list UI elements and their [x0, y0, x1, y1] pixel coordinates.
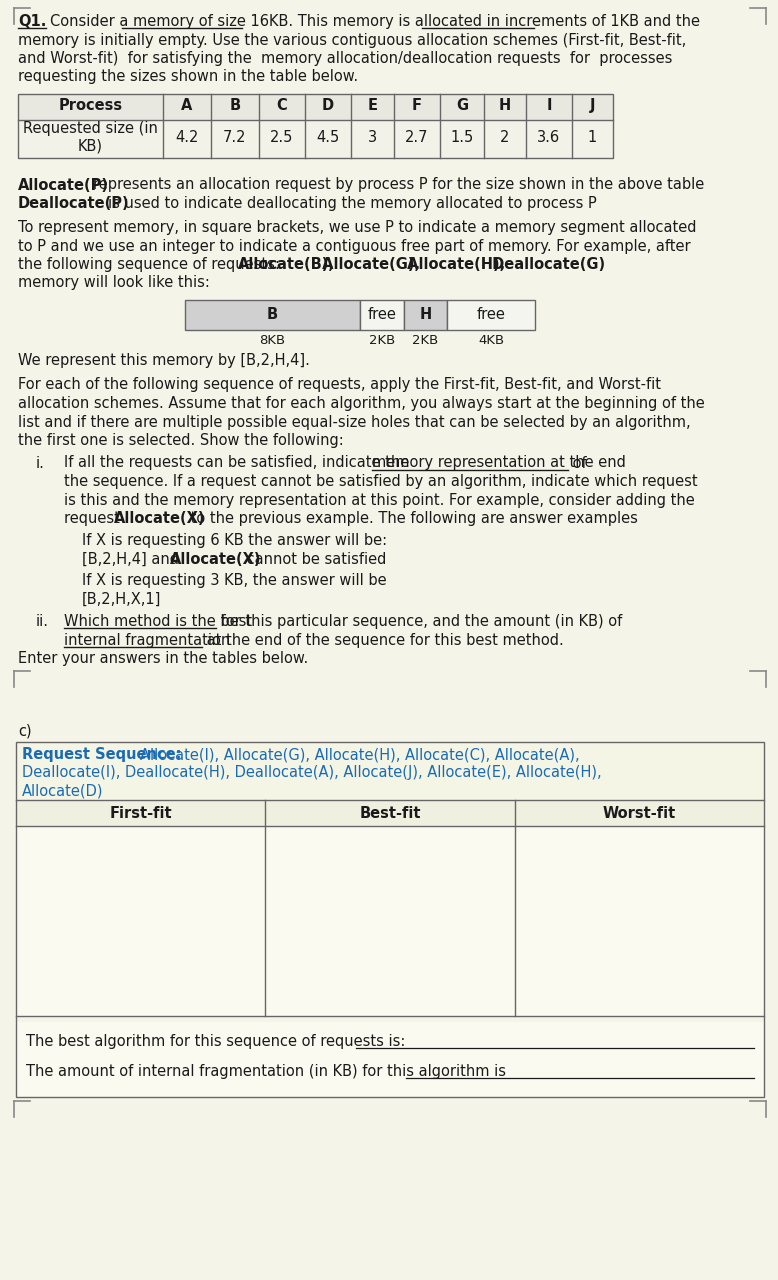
Text: Q1.: Q1.	[18, 14, 47, 29]
Bar	[447, 300, 535, 329]
Text: 3: 3	[368, 131, 377, 145]
Text: is this and the memory representation at this point. For example, consider addin: is this and the memory representation at…	[64, 493, 695, 507]
Text: 8KB: 8KB	[259, 334, 286, 347]
Bar	[16, 800, 764, 826]
Text: Allocate(H),: Allocate(H),	[401, 257, 505, 271]
Text: free: free	[367, 307, 396, 323]
Text: 4.2: 4.2	[175, 131, 198, 145]
Text: We represent this memory by [B,2,H,4].: We represent this memory by [B,2,H,4].	[18, 353, 310, 369]
Text: B: B	[267, 307, 278, 323]
Text: [B,2,H,4] and: [B,2,H,4] and	[82, 552, 184, 567]
Bar	[16, 826, 764, 1016]
Bar	[185, 300, 360, 329]
Text: memory representation at the end: memory representation at the end	[372, 456, 626, 471]
Text: If X is requesting 6 KB the answer will be:: If X is requesting 6 KB the answer will …	[82, 532, 387, 548]
Text: Request Sequence:: Request Sequence:	[22, 748, 187, 762]
Text: the following sequence of requests:: the following sequence of requests:	[18, 257, 285, 271]
Text: [B,2,H,X,1]: [B,2,H,X,1]	[82, 591, 161, 607]
Text: Allocate(X): Allocate(X)	[170, 552, 261, 567]
Text: B: B	[230, 99, 240, 113]
Text: list and if there are multiple possible equal-size holes that can be selected by: list and if there are multiple possible …	[18, 415, 691, 430]
Text: G: G	[456, 99, 468, 113]
Text: First-fit: First-fit	[110, 805, 172, 820]
Text: 2KB: 2KB	[369, 334, 395, 347]
Text: Worst-fit: Worst-fit	[603, 805, 676, 820]
Text: 1: 1	[588, 131, 598, 145]
Text: 2.5: 2.5	[270, 131, 293, 145]
Text: is used to indicate deallocating the memory allocated to process P: is used to indicate deallocating the mem…	[108, 196, 597, 211]
Text: of: of	[568, 456, 587, 471]
Text: Allocate(B),: Allocate(B),	[238, 257, 335, 271]
Text: Allocate(X): Allocate(X)	[114, 511, 205, 526]
Text: allocation schemes. Assume that for each algorithm, you always start at the begi: allocation schemes. Assume that for each…	[18, 396, 705, 411]
Text: the first one is selected. Show the following:: the first one is selected. Show the foll…	[18, 433, 344, 448]
Bar	[360, 300, 404, 329]
Text: Deallocate(G): Deallocate(G)	[487, 257, 605, 271]
Bar	[16, 742, 764, 800]
Text: 4.5: 4.5	[317, 131, 340, 145]
Text: Enter your answers in the tables below.: Enter your answers in the tables below.	[18, 652, 308, 666]
Text: c): c)	[18, 724, 32, 739]
Text: To represent memory, in square brackets, we use P to indicate a memory segment a: To represent memory, in square brackets,…	[18, 220, 696, 236]
Text: at the end of the sequence for this best method.: at the end of the sequence for this best…	[202, 632, 564, 648]
Text: For each of the following sequence of requests, apply the First-fit, Best-fit, a: For each of the following sequence of re…	[18, 378, 661, 393]
Text: H: H	[419, 307, 432, 323]
Text: Process: Process	[58, 99, 123, 113]
Text: the sequence. If a request cannot be satisfied by an algorithm, indicate which r: the sequence. If a request cannot be sat…	[64, 474, 698, 489]
Text: D: D	[322, 99, 334, 113]
Bar	[404, 300, 447, 329]
Text: memory is initially empty. Use the various contiguous allocation schemes (First-: memory is initially empty. Use the vario…	[18, 32, 686, 47]
Text: Allocate(D): Allocate(D)	[22, 783, 103, 799]
Text: 2.7: 2.7	[405, 131, 429, 145]
Text: memory will look like this:: memory will look like this:	[18, 275, 210, 291]
Text: to the previous example. The following are answer examples: to the previous example. The following a…	[186, 511, 638, 526]
Text: If X is requesting 3 KB, the answer will be: If X is requesting 3 KB, the answer will…	[82, 573, 387, 589]
Text: 4KB: 4KB	[478, 334, 504, 347]
Text: The amount of internal fragmentation (in KB) for this algorithm is: The amount of internal fragmentation (in…	[26, 1064, 510, 1079]
Text: Best-fit: Best-fit	[359, 805, 421, 820]
Text: i.: i.	[36, 456, 45, 471]
Text: request: request	[64, 511, 124, 526]
Text: 1.5: 1.5	[450, 131, 474, 145]
Text: E: E	[367, 99, 377, 113]
Bar	[18, 93, 613, 157]
Bar	[18, 119, 613, 157]
Text: requesting the sizes shown in the table below.: requesting the sizes shown in the table …	[18, 69, 358, 84]
Text: Deallocate(I), Deallocate(H), Deallocate(A), Allocate(J), Allocate(E), Allocate(: Deallocate(I), Deallocate(H), Deallocate…	[22, 765, 601, 781]
Text: Requested size (in
KB): Requested size (in KB)	[23, 122, 158, 154]
Text: internal fragmentation: internal fragmentation	[64, 632, 230, 648]
Text: If all the requests can be satisfied, indicate the: If all the requests can be satisfied, in…	[64, 456, 414, 471]
Text: cannot be satisfied: cannot be satisfied	[242, 552, 387, 567]
Bar	[18, 93, 613, 119]
Text: Allocate(I), Allocate(G), Allocate(H), Allocate(C), Allocate(A),: Allocate(I), Allocate(G), Allocate(H), A…	[140, 748, 580, 762]
Text: F: F	[412, 99, 422, 113]
Text: 2: 2	[500, 131, 510, 145]
Text: 3.6: 3.6	[538, 131, 561, 145]
Text: A: A	[181, 99, 193, 113]
Text: H: H	[499, 99, 511, 113]
Bar	[16, 742, 764, 1097]
Text: Deallocate(P): Deallocate(P)	[18, 196, 130, 211]
Text: I: I	[546, 99, 552, 113]
Text: and Worst-fit)  for satisfying the  memory allocation/deallocation requests  for: and Worst-fit) for satisfying the memory…	[18, 51, 672, 67]
Bar	[16, 1021, 764, 1097]
Text: J: J	[590, 99, 595, 113]
Text: to P and we use an integer to indicate a contiguous free part of memory. For exa: to P and we use an integer to indicate a…	[18, 238, 691, 253]
Text: free: free	[477, 307, 506, 323]
Text: Allocate(P): Allocate(P)	[18, 178, 109, 192]
Text: Consider a memory of size 16KB. This memory is allocated in increments of 1KB an: Consider a memory of size 16KB. This mem…	[50, 14, 700, 29]
Text: ii.: ii.	[36, 614, 49, 628]
Text: C: C	[277, 99, 287, 113]
Text: for this particular sequence, and the amount (in KB) of: for this particular sequence, and the am…	[216, 614, 622, 628]
Text: represents an allocation request by process P for the size shown in the above ta: represents an allocation request by proc…	[93, 178, 704, 192]
Text: Allocate(G),: Allocate(G),	[317, 257, 419, 271]
Text: The best algorithm for this sequence of requests is:: The best algorithm for this sequence of …	[26, 1034, 410, 1050]
Text: 2KB: 2KB	[412, 334, 439, 347]
Text: Which method is the best: Which method is the best	[64, 614, 252, 628]
Text: 7.2: 7.2	[223, 131, 247, 145]
